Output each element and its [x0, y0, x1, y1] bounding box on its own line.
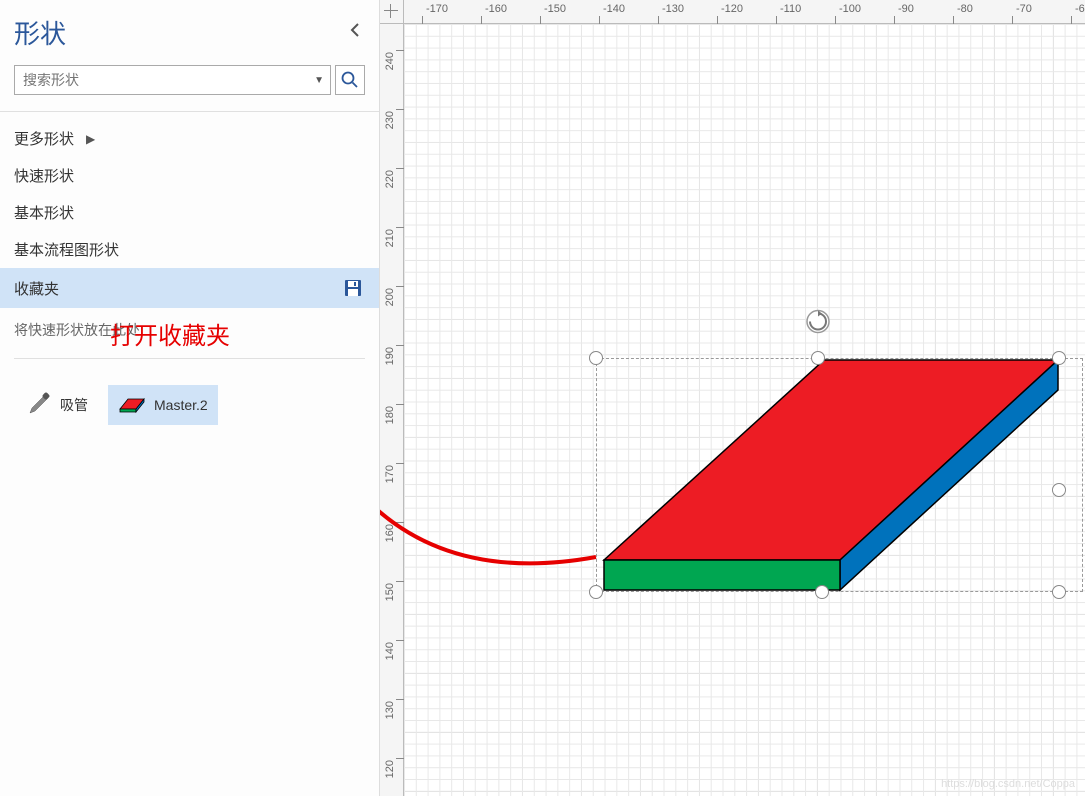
category-basic-shapes[interactable]: 基本形状	[14, 194, 365, 231]
search-row: ▼	[0, 65, 379, 109]
canvas-area[interactable]: -170-160-150-140-130-120-110-100-90-80-7…	[380, 0, 1085, 796]
search-dropdown-arrow[interactable]: ▼	[308, 75, 330, 86]
watermark-text: https://blog.csdn.net/Coppa	[941, 778, 1075, 790]
selection-handle[interactable]	[1052, 483, 1066, 497]
eyedropper-icon	[24, 391, 52, 419]
chevron-left-icon	[349, 22, 361, 38]
ruler-corner[interactable]	[380, 0, 404, 24]
selection-handle[interactable]	[589, 585, 603, 599]
category-label: 基本形状	[14, 202, 74, 223]
vertical-ruler[interactable]: 240230220210200190180170160150140130120	[380, 24, 404, 796]
category-quick-shapes[interactable]: 快速形状	[14, 157, 365, 194]
search-input[interactable]	[15, 72, 308, 88]
shape-master2[interactable]: Master.2	[108, 385, 218, 425]
rotation-handle[interactable]	[805, 309, 831, 340]
search-icon	[340, 70, 360, 90]
category-label: 快速形状	[14, 165, 74, 186]
divider	[14, 358, 365, 359]
category-favorites[interactable]: 收藏夹	[0, 268, 379, 308]
selection-handle[interactable]	[1052, 351, 1066, 365]
drop-hint-text: 将快速形状放在此处	[0, 308, 379, 352]
selection-bounding-box	[596, 358, 1083, 592]
search-button[interactable]	[335, 65, 365, 95]
category-label: 基本流程图形状	[14, 239, 119, 260]
category-label: 收藏夹	[14, 278, 59, 299]
collapse-sidebar-button[interactable]	[345, 17, 365, 48]
rotate-icon	[805, 309, 831, 335]
shape-label: 吸管	[60, 395, 88, 415]
search-box[interactable]: ▼	[14, 65, 331, 95]
save-icon	[343, 278, 363, 298]
horizontal-ruler[interactable]: -170-160-150-140-130-120-110-100-90-80-7…	[404, 0, 1085, 24]
chevron-right-icon: ▶	[86, 132, 95, 146]
category-more-shapes[interactable]: 更多形状 ▶	[14, 120, 365, 157]
sidebar-header: 形状	[0, 8, 379, 65]
selection-handle[interactable]	[811, 351, 825, 365]
stencil-shapes: 吸管 Master.2	[0, 365, 379, 445]
save-stencil-button[interactable]	[341, 276, 365, 300]
shape-label: Master.2	[154, 397, 208, 413]
master-shape-icon	[118, 395, 146, 415]
category-label: 更多形状	[14, 128, 74, 149]
sidebar-title: 形状	[14, 14, 66, 51]
divider	[0, 111, 379, 112]
category-list: 更多形状 ▶ 快速形状 基本形状 基本流程图形状 收藏夹	[0, 120, 379, 308]
selection-handle[interactable]	[1052, 585, 1066, 599]
canvas-grid[interactable]	[404, 24, 1085, 796]
selection-handle[interactable]	[589, 351, 603, 365]
shape-eyedropper[interactable]: 吸管	[14, 385, 98, 425]
category-flowchart-shapes[interactable]: 基本流程图形状	[14, 231, 365, 268]
shapes-sidebar: 形状 ▼ 更多形状 ▶ 快速形状 基本形状	[0, 0, 380, 796]
selection-handle[interactable]	[815, 585, 829, 599]
